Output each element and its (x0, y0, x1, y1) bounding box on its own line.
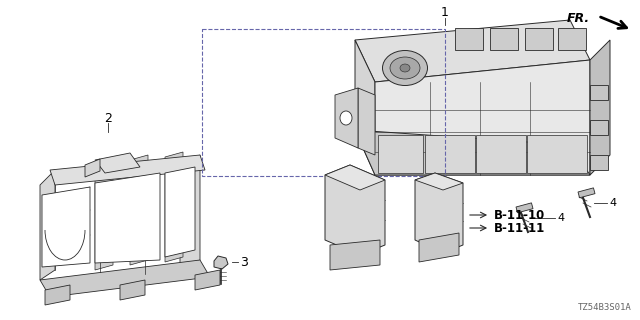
Polygon shape (419, 233, 459, 262)
Bar (378, 135, 423, 173)
Polygon shape (165, 167, 195, 257)
Polygon shape (42, 187, 90, 267)
Bar (590, 85, 608, 100)
Text: 4: 4 (609, 198, 616, 208)
Polygon shape (325, 165, 385, 190)
Bar (516, 203, 533, 213)
Bar (590, 120, 608, 135)
Polygon shape (50, 155, 205, 185)
Text: 3: 3 (240, 255, 248, 268)
Text: B-11-11: B-11-11 (494, 221, 545, 235)
Polygon shape (590, 40, 610, 175)
Text: TZ54B3S01A: TZ54B3S01A (579, 303, 632, 313)
Bar (425, 135, 475, 173)
Polygon shape (375, 60, 590, 175)
Polygon shape (325, 165, 385, 255)
Bar (490, 28, 518, 50)
Text: 2: 2 (104, 111, 112, 124)
Polygon shape (415, 173, 463, 253)
Bar (525, 28, 553, 50)
Text: FR.: FR. (567, 12, 590, 25)
Text: 4: 4 (557, 213, 564, 223)
Bar (455, 28, 483, 50)
Bar (558, 28, 586, 50)
Polygon shape (95, 160, 113, 270)
Ellipse shape (383, 51, 428, 85)
Polygon shape (120, 280, 145, 300)
Polygon shape (335, 88, 358, 148)
Polygon shape (40, 170, 55, 280)
Polygon shape (95, 153, 140, 173)
Polygon shape (40, 260, 210, 297)
Polygon shape (355, 130, 590, 175)
Polygon shape (355, 40, 375, 175)
Text: B-11-10: B-11-10 (494, 209, 545, 221)
Bar (476, 135, 526, 173)
Polygon shape (355, 20, 590, 82)
Polygon shape (415, 173, 463, 190)
Polygon shape (45, 285, 70, 305)
Ellipse shape (390, 57, 420, 79)
Polygon shape (95, 173, 160, 263)
Polygon shape (130, 155, 148, 265)
Polygon shape (180, 155, 200, 270)
Polygon shape (330, 240, 380, 270)
Ellipse shape (340, 111, 352, 125)
Polygon shape (358, 88, 375, 155)
Bar (590, 155, 608, 170)
Polygon shape (85, 159, 100, 177)
Text: 1: 1 (441, 5, 449, 19)
Polygon shape (195, 270, 220, 290)
Ellipse shape (400, 64, 410, 72)
Bar (202, 29, 445, 176)
Bar (527, 135, 587, 173)
Polygon shape (165, 152, 183, 262)
Bar (578, 188, 595, 198)
Polygon shape (214, 256, 228, 269)
